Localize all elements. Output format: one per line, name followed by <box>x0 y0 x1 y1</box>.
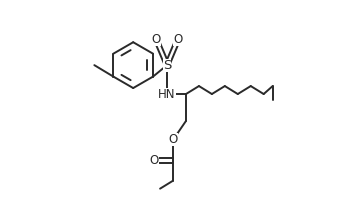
Text: S: S <box>163 59 171 72</box>
Text: O: O <box>173 33 183 46</box>
Text: HN: HN <box>158 87 176 101</box>
Text: O: O <box>150 154 159 167</box>
Text: O: O <box>151 33 161 46</box>
Text: O: O <box>169 133 178 146</box>
